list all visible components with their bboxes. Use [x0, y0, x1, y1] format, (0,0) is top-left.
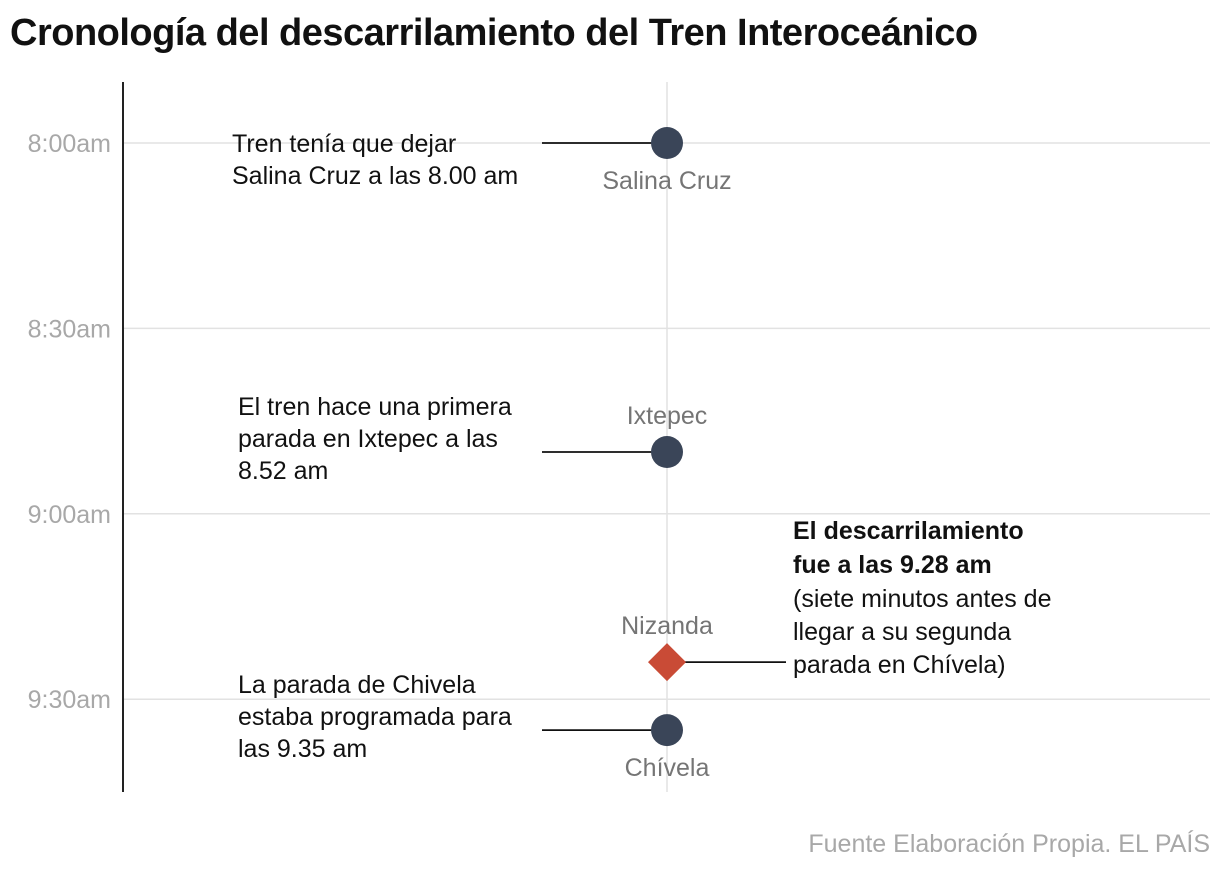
chart-title: Cronología del descarrilamiento del Tren…	[10, 12, 978, 54]
event-note-line: Tren tenía que dejar	[232, 130, 456, 158]
event-note-line: La parada de Chivela	[238, 671, 476, 699]
event-note-line: llegar a su segunda	[793, 618, 1011, 646]
station-label: Nizanda	[621, 612, 713, 640]
event-note-line: estaba programada para	[238, 703, 512, 731]
event-note-line: El tren hace una primera	[238, 393, 512, 421]
station-marker	[651, 714, 683, 747]
event-note-line: Salina Cruz a las 8.00 am	[232, 162, 518, 190]
event-note-bold-line: fue a las 9.28 am	[793, 551, 992, 579]
event-note-line: (siete minutos antes de	[793, 585, 1051, 613]
station-marker	[651, 436, 683, 468]
y-tick-label: 9:30am	[28, 686, 111, 714]
station-label: Ixtepec	[627, 402, 708, 430]
event-note-bold-line: El descarrilamiento	[793, 517, 1024, 545]
event-note-line: parada en Chívela)	[793, 651, 1006, 679]
station-label: Salina Cruz	[602, 167, 731, 195]
y-tick-label: 8:30am	[28, 315, 111, 343]
station-label: Chívela	[625, 754, 710, 782]
station-marker	[651, 127, 683, 159]
y-tick-label: 9:00am	[28, 501, 111, 529]
source-credit: Fuente Elaboración Propia. EL PAÍS	[808, 830, 1210, 858]
event-note-line: las 9.35 am	[238, 735, 367, 763]
derailment-marker	[648, 643, 686, 682]
y-tick-label: 8:00am	[28, 130, 111, 158]
event-note-line: parada en Ixtepec a las	[238, 425, 498, 453]
event-note-line: 8.52 am	[238, 457, 328, 485]
